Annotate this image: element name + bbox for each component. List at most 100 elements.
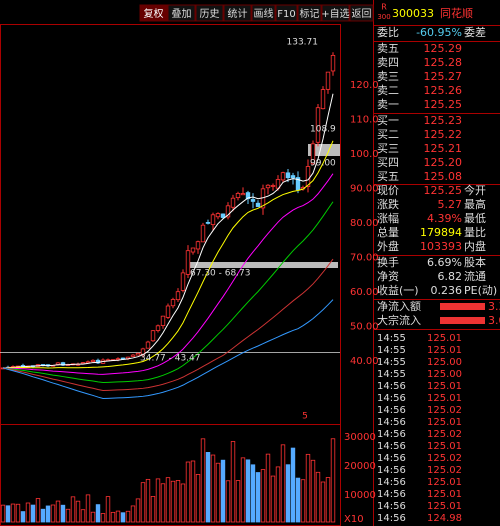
toolbar-label: 叠加 [172, 8, 192, 20]
chart-annotation: 108.9 [310, 125, 336, 135]
volume-bar [270, 475, 276, 523]
trade-time: 14:56 [377, 417, 406, 428]
label: 总量 [377, 225, 399, 239]
volume-bar [65, 508, 71, 523]
label: 收益(一) [377, 283, 419, 297]
trade-time: 14:55 [377, 333, 406, 344]
candle-body [255, 202, 261, 207]
toolbar-button[interactable] [251, 4, 276, 22]
candle-body [305, 166, 311, 187]
trade-time: 14:55 [377, 369, 406, 380]
toolbar-button[interactable] [297, 4, 322, 22]
label: 流通 [464, 269, 486, 283]
trade-time: 14:56 [377, 465, 406, 476]
volume-bar [165, 477, 171, 523]
volume-bar [260, 469, 266, 523]
volume-bar [60, 504, 66, 523]
volume-bar [245, 459, 251, 523]
label: 125.26 [424, 84, 463, 97]
volume-bar [115, 510, 121, 523]
trade-price: 125.01 [427, 333, 462, 344]
candle-body [265, 184, 271, 189]
label: 买五 [377, 170, 399, 183]
price-axis-label: 110.0 [350, 115, 379, 126]
label: 103393 [420, 240, 462, 253]
volume-bar [145, 478, 151, 523]
volume-bar [75, 500, 81, 523]
volume-bar [90, 511, 96, 523]
candle-body [210, 214, 216, 226]
label: 125.22 [424, 128, 463, 141]
trade-price: 125.01 [427, 441, 462, 452]
toolbar-button[interactable] [167, 4, 196, 22]
label: 125.23 [424, 114, 463, 127]
volume-bar [265, 453, 271, 523]
label: 今开 [464, 183, 486, 197]
trade-price: 125.01 [427, 393, 462, 404]
volume-axis-label: 10000 [344, 490, 376, 501]
candle-body [130, 354, 136, 357]
label: -60.95% [416, 26, 462, 39]
price-axis-label: 60.00 [350, 287, 379, 298]
candle-body [330, 54, 336, 72]
trade-price: 125.02 [427, 465, 462, 476]
label: 179894 [420, 226, 462, 239]
label: 3.0 [488, 314, 500, 327]
moving-average [2, 258, 334, 392]
trade-time: 14:56 [377, 489, 406, 500]
toolbar-button[interactable] [223, 4, 252, 22]
candle-body [165, 305, 171, 318]
label: 股本 [464, 255, 486, 269]
toolbar-button[interactable] [275, 4, 298, 22]
price-axis-label: 120.0 [350, 80, 379, 91]
toolbar-label: 统计 [228, 7, 248, 20]
price-axis-label: 100.0 [350, 149, 379, 160]
price-axis-label: 80.00 [350, 218, 379, 229]
candle-body [175, 291, 181, 301]
label: 内盘 [464, 239, 486, 253]
volume-bar [35, 498, 41, 523]
volume-bar [45, 505, 51, 523]
trade-price: 125.00 [427, 369, 462, 380]
volume-bar [0, 504, 6, 523]
candle-body [240, 193, 246, 196]
toolbar-button[interactable] [139, 4, 168, 22]
candle-body [320, 89, 326, 110]
trade-time: 14:56 [377, 477, 406, 488]
volume-bar [195, 474, 201, 523]
trade-price: 125.01 [427, 417, 462, 428]
price-axis-label: 50.00 [350, 322, 379, 333]
volume-bar [225, 480, 231, 523]
chart-annotation: 67.30 - 68.73 [190, 269, 251, 279]
trade-price: 125.01 [427, 381, 462, 392]
label: 净流入额 [377, 299, 421, 313]
trade-price: 125.01 [427, 489, 462, 500]
candle-body [285, 172, 291, 179]
label: 换手 [377, 255, 399, 269]
trade-price: 125.00 [427, 357, 462, 368]
chart-annotation: 5 [302, 412, 308, 422]
toolbar-button[interactable] [195, 4, 224, 22]
volume-bar [200, 438, 206, 523]
volume-bar [295, 477, 301, 523]
label: PE(动) [464, 284, 497, 297]
volume-bar [140, 482, 146, 523]
price-axis-label: 70.00 [350, 253, 379, 264]
toolbar-label: 标记 [300, 8, 320, 20]
candle-body [220, 213, 226, 218]
label: 最低 [464, 212, 486, 225]
volume-bar [215, 462, 221, 523]
volume-bar [100, 513, 106, 523]
volume-bar [230, 441, 236, 523]
candle-body [325, 71, 331, 90]
candle-body [190, 247, 196, 253]
volume-axis-label: 20000 [344, 461, 376, 472]
volume-bar [55, 500, 61, 523]
candle-body [290, 175, 296, 179]
moving-average [2, 140, 334, 369]
trade-price: 125.01 [427, 501, 462, 512]
badge: 300 [377, 13, 390, 21]
label: 125.27 [424, 70, 463, 83]
toolbar-button[interactable] [349, 4, 374, 22]
toolbar-button[interactable] [321, 4, 350, 22]
